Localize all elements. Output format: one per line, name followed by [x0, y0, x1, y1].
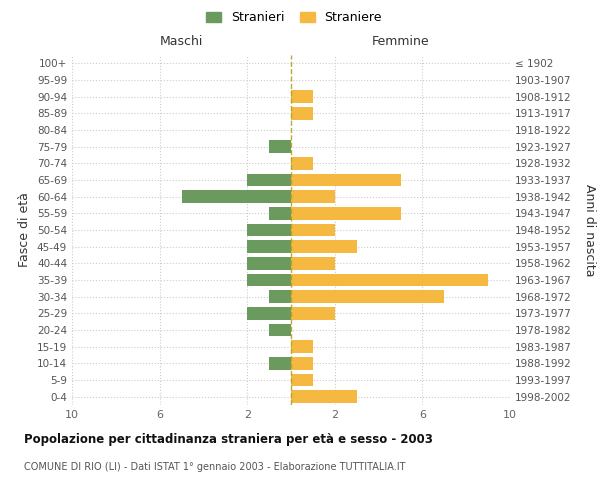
Bar — [291, 340, 313, 353]
Bar — [269, 140, 291, 153]
Bar — [291, 357, 313, 370]
Bar — [269, 324, 291, 336]
Text: COMUNE DI RIO (LI) - Dati ISTAT 1° gennaio 2003 - Elaborazione TUTTITALIA.IT: COMUNE DI RIO (LI) - Dati ISTAT 1° genna… — [24, 462, 406, 472]
Bar — [291, 390, 357, 403]
Bar — [291, 290, 445, 303]
Bar — [247, 240, 291, 253]
Bar — [291, 90, 313, 103]
Bar — [291, 307, 335, 320]
Bar — [269, 290, 291, 303]
Bar — [247, 224, 291, 236]
Bar — [291, 107, 313, 120]
Text: Maschi: Maschi — [160, 36, 203, 49]
Y-axis label: Anni di nascita: Anni di nascita — [583, 184, 596, 276]
Bar — [247, 257, 291, 270]
Bar — [269, 207, 291, 220]
Bar — [247, 174, 291, 186]
Bar — [291, 224, 335, 236]
Bar — [291, 190, 335, 203]
Bar — [291, 274, 488, 286]
Bar — [291, 257, 335, 270]
Bar — [291, 157, 313, 170]
Bar — [291, 207, 401, 220]
Bar — [247, 274, 291, 286]
Bar — [291, 174, 401, 186]
Y-axis label: Fasce di età: Fasce di età — [19, 192, 31, 268]
Bar — [181, 190, 291, 203]
Text: Popolazione per cittadinanza straniera per età e sesso - 2003: Popolazione per cittadinanza straniera p… — [24, 432, 433, 446]
Legend: Stranieri, Straniere: Stranieri, Straniere — [201, 6, 387, 29]
Bar — [247, 307, 291, 320]
Text: Femmine: Femmine — [371, 36, 430, 49]
Bar — [291, 374, 313, 386]
Bar — [269, 357, 291, 370]
Bar — [291, 240, 357, 253]
